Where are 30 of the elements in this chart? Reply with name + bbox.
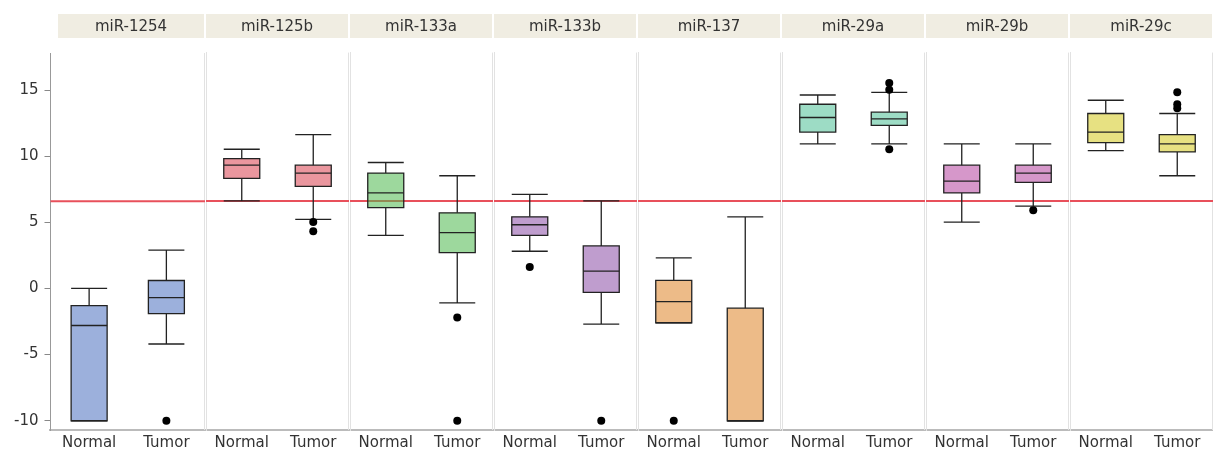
y-tick-label: 0 xyxy=(28,278,39,297)
chart-title: miR-125b xyxy=(206,14,349,38)
x-tick-label: Tumor xyxy=(577,432,626,451)
chart-title: miR-133b xyxy=(494,14,637,38)
x-tick-label: Normal xyxy=(61,432,117,451)
x-tick-label: Tumor xyxy=(142,432,191,451)
x-tick-label: Normal xyxy=(502,432,557,451)
x-tick-label: Tumor xyxy=(1009,432,1058,451)
x-tick-label: Normal xyxy=(214,432,269,451)
x-tick-label: Tumor xyxy=(433,432,482,451)
chart-title: miR-137 xyxy=(638,14,781,38)
y-tick-label: -5 xyxy=(23,344,39,363)
x-tick-label: Normal xyxy=(934,432,989,451)
x-tick-label: Normal xyxy=(358,432,413,451)
y-tick-label: 10 xyxy=(19,146,39,165)
y-tick-label: 15 xyxy=(19,79,39,98)
chart-title: miR-29a xyxy=(782,14,925,38)
y-tick-label: 5 xyxy=(28,212,39,231)
x-tick-label: Normal xyxy=(1078,432,1133,451)
x-tick-label: Tumor xyxy=(865,432,914,451)
x-tick-label: Normal xyxy=(646,432,701,451)
chart-title: miR-1254 xyxy=(58,14,205,38)
chart-title: miR-29b xyxy=(926,14,1069,38)
x-tick-label: Tumor xyxy=(289,432,338,451)
x-tick-label: Tumor xyxy=(1153,432,1202,451)
chart-title: miR-133a xyxy=(350,14,493,38)
y-tick-label: -10 xyxy=(14,410,39,429)
x-tick-label: Tumor xyxy=(721,432,770,451)
x-tick-label: Normal xyxy=(790,432,845,451)
chart-title: miR-29c xyxy=(1070,14,1213,38)
